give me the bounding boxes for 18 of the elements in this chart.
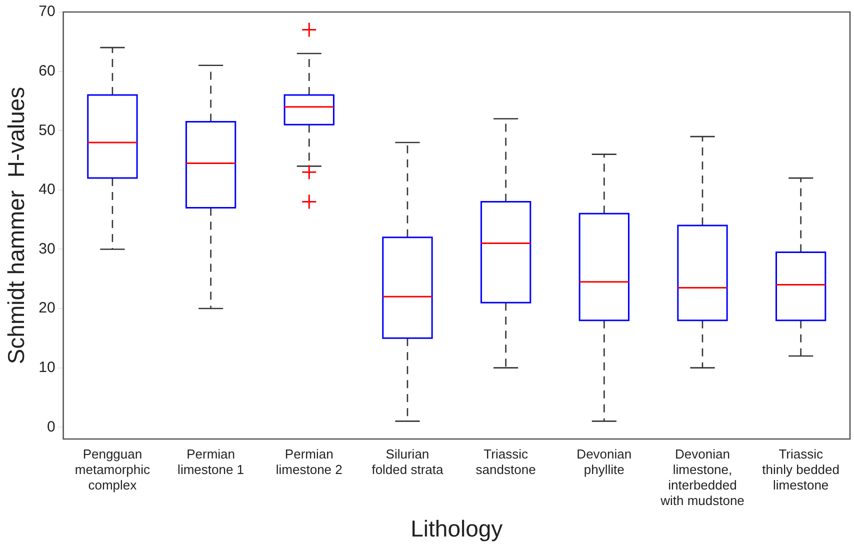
x-tick-label: Permian limestone 2: [276, 446, 342, 477]
y-tick-label: 70: [38, 3, 56, 20]
x-tick-label: Permian limestone 1: [178, 446, 244, 477]
y-tick-label: 20: [38, 300, 56, 317]
x-tick-label: Triassic thinly bedded limestone: [762, 446, 840, 493]
y-tick-label: 0: [46, 418, 56, 436]
y-tick-label: 10: [38, 358, 56, 376]
x-tick-label: Triassic sandstone: [476, 446, 536, 477]
x-tick-label: Devonian phyllite: [576, 446, 632, 477]
y-tick-label: 60: [38, 62, 56, 80]
y-tick-label: 50: [38, 122, 56, 139]
y-axis-title: Schmidt hammer H-values: [3, 86, 30, 364]
y-tick-label: 30: [38, 240, 56, 258]
x-tick-label: Silurian folded strata: [372, 446, 444, 477]
x-axis-title: Lithology: [410, 516, 504, 542]
x-tick-label: Pengguan metamorphic complex: [74, 446, 151, 493]
y-tick-label: 40: [38, 181, 56, 198]
x-tick-label: Devonian limestone, interbedded with mudstone: [660, 446, 744, 508]
